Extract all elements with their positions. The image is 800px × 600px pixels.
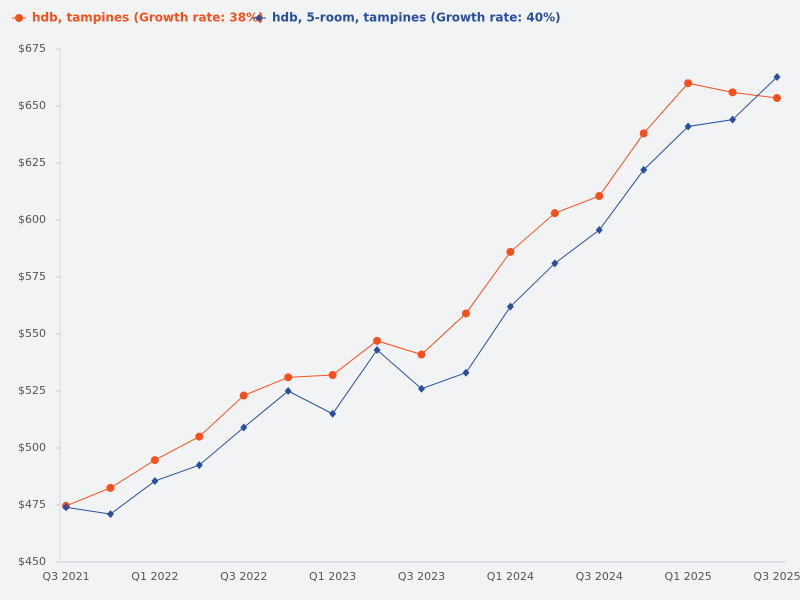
legend-label: hdb, 5-room, tampines (Growth rate: 40%) [272, 11, 561, 25]
point [418, 384, 425, 393]
x-tick-label: Q1 2025 [665, 570, 712, 583]
legend-label: hdb, tampines (Growth rate: 38%) [32, 11, 264, 25]
point [106, 483, 115, 492]
point [595, 226, 603, 235]
point [684, 122, 692, 131]
point [284, 373, 293, 382]
y-tick-label: $525 [18, 384, 46, 397]
point [550, 209, 559, 218]
point [195, 461, 203, 470]
x-tick-label: Q3 2022 [220, 570, 267, 583]
series-line [65, 76, 778, 515]
point [284, 387, 292, 395]
point [684, 79, 693, 88]
point [151, 477, 159, 486]
y-tick-label: $650 [18, 99, 46, 112]
y-tick-label: $500 [18, 441, 46, 454]
legend-marker [255, 14, 263, 22]
x-tick-label: Q3 2021 [42, 570, 89, 583]
point [240, 423, 248, 432]
point [506, 247, 515, 256]
point [373, 345, 381, 354]
y-tick-label: $575 [18, 270, 46, 283]
point [239, 391, 248, 400]
legend-item: hdb, tampines (Growth rate: 38%) [12, 11, 264, 25]
x-tick-label: Q3 2025 [753, 570, 800, 583]
legend-item: hdb, 5-room, tampines (Growth rate: 40%) [252, 11, 561, 25]
point [106, 510, 114, 519]
point [328, 371, 337, 380]
point [773, 94, 781, 103]
point [150, 456, 159, 465]
legend-marker [15, 14, 23, 22]
y-tick-label: $600 [18, 213, 46, 226]
point [773, 73, 781, 82]
y-tick-label: $550 [18, 327, 46, 340]
point [506, 302, 514, 311]
y-tick-label: $675 [18, 42, 46, 55]
point [595, 192, 604, 201]
x-tick-label: Q3 2023 [398, 570, 445, 583]
y-tick-label: $450 [18, 555, 46, 568]
point [639, 129, 648, 138]
x-tick-label: Q1 2024 [487, 570, 534, 583]
point [417, 350, 426, 359]
x-tick-label: Q1 2023 [309, 570, 356, 583]
point [551, 259, 559, 268]
y-tick-label: $475 [18, 498, 46, 511]
point [329, 409, 337, 418]
point [62, 503, 70, 512]
y-tick-label: $625 [18, 156, 46, 169]
point [728, 88, 737, 97]
point [640, 165, 648, 174]
point [195, 432, 204, 441]
x-tick-label: Q3 2024 [576, 570, 623, 583]
x-tick-label: Q1 2022 [131, 570, 178, 583]
point [461, 309, 470, 318]
point [462, 368, 470, 377]
point [729, 115, 737, 124]
series-line [65, 82, 778, 507]
point [373, 336, 382, 345]
